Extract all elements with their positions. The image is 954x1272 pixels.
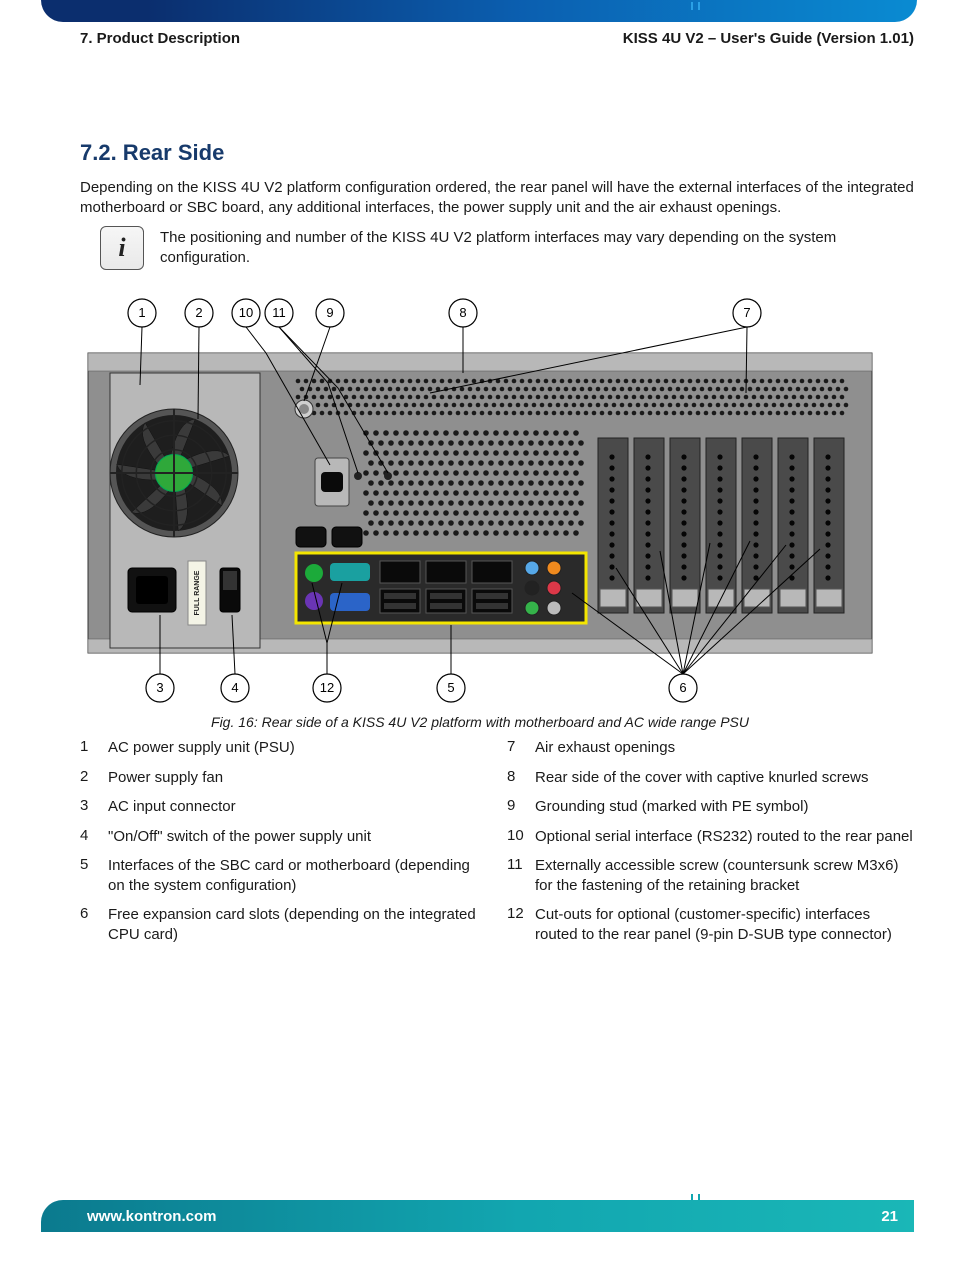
accent-tick — [698, 2, 700, 10]
header-right: KISS 4U V2 – User's Guide (Version 1.01) — [623, 30, 914, 47]
svg-text:9: 9 — [326, 305, 333, 320]
svg-text:5: 5 — [447, 680, 454, 695]
figure-caption: Fig. 16: Rear side of a KISS 4U V2 platf… — [80, 714, 880, 730]
legend-item: 6 Free expansion card slots (depending on… — [80, 905, 487, 944]
info-note: i The positioning and number of the KISS… — [100, 226, 914, 270]
legend-item-text: Rear side of the cover with captive knur… — [535, 768, 868, 788]
legend-item-number: 8 — [507, 768, 525, 788]
legend-item: 11 Externally accessible screw (countersu… — [507, 856, 914, 895]
legend-item: 7 Air exhaust openings — [507, 738, 914, 758]
legend-item-number: 4 — [80, 827, 98, 847]
legend-item: 9 Grounding stud (marked with PE symbol) — [507, 797, 914, 817]
legend-item: 3 AC input connector — [80, 797, 487, 817]
legend-item-number: 9 — [507, 797, 525, 817]
legend-col-left: 1 AC power supply unit (PSU) 2 Power supply… — [80, 738, 487, 944]
legend-item-text: Optional serial interface (RS232) routed… — [535, 827, 913, 847]
page-footer: www.kontron.com 21 — [41, 1200, 914, 1232]
svg-text:6: 6 — [679, 680, 686, 695]
legend-item-number: 11 — [507, 856, 525, 895]
legend-item-number: 10 — [507, 827, 525, 847]
legend-col-right: 7 Air exhaust openings 8 Rear side of the c… — [507, 738, 914, 944]
legend-item-text: "On/Off" switch of the power supply unit — [108, 827, 371, 847]
svg-text:12: 12 — [320, 680, 334, 695]
legend-item-text: Externally accessible screw (countersunk… — [535, 856, 914, 895]
legend-item: 2 Power supply fan — [80, 768, 487, 788]
legend-item-text: AC input connector — [108, 797, 236, 817]
legend-item: 5 Interfaces of the SBC card or motherboa… — [80, 856, 487, 895]
figure: FULL RANGE121011987341256 Fig. 16: Rear … — [80, 293, 880, 730]
legend-item-number: 12 — [507, 905, 525, 944]
svg-text:1: 1 — [138, 305, 145, 320]
footer-tick — [691, 1194, 693, 1200]
legend-item-number: 1 — [80, 738, 98, 758]
accent-tick — [691, 2, 693, 10]
svg-text:7: 7 — [743, 305, 750, 320]
svg-text:4: 4 — [231, 680, 238, 695]
footer-tick — [698, 1194, 700, 1200]
top-accent-bar — [41, 0, 917, 22]
page-header: 7. Product Description KISS 4U V2 – User… — [80, 30, 914, 47]
legend-item-text: Interfaces of the SBC card or motherboar… — [108, 856, 487, 895]
legend-item-number: 7 — [507, 738, 525, 758]
svg-text:11: 11 — [272, 305, 286, 320]
legend-item-number: 6 — [80, 905, 98, 944]
legend-item-text: Free expansion card slots (depending on … — [108, 905, 487, 944]
legend-item: 10 Optional serial interface (RS232) rout… — [507, 827, 914, 847]
svg-text:10: 10 — [239, 305, 253, 320]
legend-item-text: Cut-outs for optional (customer-specific… — [535, 905, 914, 944]
legend-item-number: 5 — [80, 856, 98, 895]
section-title: 7.2. Rear Side — [80, 140, 224, 166]
legend-item: 12 Cut-outs for optional (customer-specif… — [507, 905, 914, 944]
intro-paragraph: Depending on the KISS 4U V2 platform con… — [80, 178, 914, 219]
legend: 1 AC power supply unit (PSU) 2 Power supply… — [80, 738, 914, 944]
legend-item-number: 2 — [80, 768, 98, 788]
svg-text:2: 2 — [195, 305, 202, 320]
info-note-text: The positioning and number of the KISS 4… — [160, 228, 914, 269]
legend-item: 1 AC power supply unit (PSU) — [80, 738, 487, 758]
figure-diagram: FULL RANGE121011987341256 — [80, 293, 880, 708]
svg-text:FULL RANGE: FULL RANGE — [194, 570, 201, 615]
legend-item: 8 Rear side of the cover with captive knu… — [507, 768, 914, 788]
legend-item-number: 3 — [80, 797, 98, 817]
legend-item: 4 "On/Off" switch of the power supply uni… — [80, 827, 487, 847]
svg-text:3: 3 — [156, 680, 163, 695]
footer-page: 21 — [881, 1208, 898, 1225]
legend-item-text: AC power supply unit (PSU) — [108, 738, 295, 758]
legend-item-text: Grounding stud (marked with PE symbol) — [535, 797, 808, 817]
svg-text:8: 8 — [459, 305, 466, 320]
legend-item-text: Air exhaust openings — [535, 738, 675, 758]
header-left: 7. Product Description — [80, 30, 240, 47]
info-icon: i — [100, 226, 144, 270]
footer-url: www.kontron.com — [87, 1208, 216, 1225]
legend-item-text: Power supply fan — [108, 768, 223, 788]
